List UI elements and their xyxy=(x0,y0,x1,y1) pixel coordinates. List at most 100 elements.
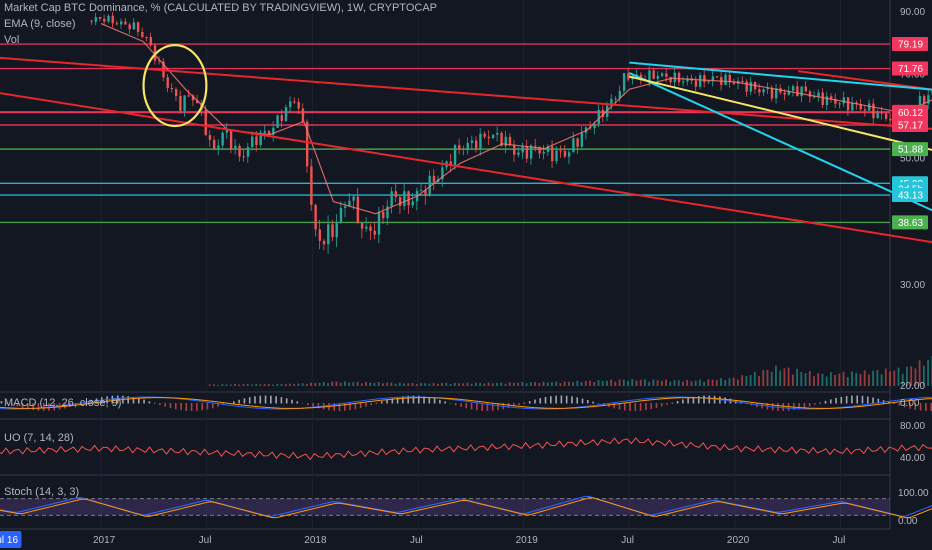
candle xyxy=(851,102,854,111)
candle xyxy=(208,135,212,140)
volume-bar xyxy=(551,382,553,386)
macd-histogram-bar xyxy=(280,397,283,404)
candle xyxy=(618,90,622,99)
candle xyxy=(665,73,668,77)
candle xyxy=(677,72,681,83)
macd-line xyxy=(0,396,932,410)
volume-bar xyxy=(889,371,891,386)
candle xyxy=(314,204,317,230)
volume-bar xyxy=(310,382,312,386)
ema-legend[interactable]: EMA (9, close) xyxy=(4,18,76,30)
candle xyxy=(111,15,114,24)
macd-histogram-bar xyxy=(196,403,198,411)
candle xyxy=(120,21,123,25)
crosshair-date-label: 04 Jul 16 xyxy=(0,535,18,546)
volume-bar xyxy=(720,378,722,386)
volume-bar xyxy=(749,374,752,386)
volume-bar xyxy=(817,373,820,386)
macd-histogram-bar xyxy=(159,403,161,406)
macd-histogram-bar xyxy=(449,403,452,404)
candle xyxy=(221,132,224,146)
volume-bar xyxy=(728,378,731,386)
symbol-title[interactable]: Market Cap BTC Dominance, % xyxy=(4,2,161,14)
volume-bar xyxy=(365,381,367,386)
macd-histogram-bar xyxy=(851,395,853,404)
candle xyxy=(276,115,279,128)
volume-bar xyxy=(305,383,308,386)
candle xyxy=(711,76,715,82)
volume-bar xyxy=(648,381,651,386)
macd-histogram-bar xyxy=(148,401,151,404)
volume-bar xyxy=(808,370,811,386)
macd-histogram-bar xyxy=(259,395,262,404)
volume-bar xyxy=(517,382,520,386)
macd-histogram-bar xyxy=(571,396,573,404)
volume-bar xyxy=(441,383,443,386)
volume-bar xyxy=(356,381,359,386)
volume-bar xyxy=(546,382,549,386)
volume-bar xyxy=(267,383,270,386)
volume-bar xyxy=(589,380,591,386)
macd-histogram-bar xyxy=(523,402,526,404)
highlight-circle-0 xyxy=(142,43,208,128)
trendline-red-2 xyxy=(798,70,932,91)
macd-histogram-bar xyxy=(629,403,631,411)
macd-histogram-bar xyxy=(201,403,203,411)
macd-histogram-bar xyxy=(829,399,832,404)
candle xyxy=(698,75,702,87)
macd-histogram-bar xyxy=(285,398,288,404)
volume-bar xyxy=(665,379,667,386)
volume-bar xyxy=(601,380,604,386)
trendline-red-1 xyxy=(0,92,932,244)
macd-histogram-bar xyxy=(808,403,811,407)
ema-line xyxy=(100,22,932,215)
macd-histogram-bar xyxy=(565,395,568,404)
candle xyxy=(796,86,799,97)
candle xyxy=(386,206,389,219)
price-level-label-3: 60.12 xyxy=(898,108,923,119)
volume-bar xyxy=(470,383,473,386)
volume-bar xyxy=(694,380,697,386)
macd-histogram-bar xyxy=(914,403,917,410)
volume-bar xyxy=(369,382,372,386)
macd-legend[interactable]: MACD (12, 26, close, 9) xyxy=(4,397,122,409)
volume-bar xyxy=(698,379,701,386)
macd-histogram-bar xyxy=(143,399,145,404)
candle xyxy=(305,121,309,167)
candle xyxy=(293,101,296,103)
volume-bar xyxy=(690,381,693,386)
candle xyxy=(432,175,436,182)
candle xyxy=(449,161,453,166)
macd-histogram-bar xyxy=(903,403,906,408)
candle xyxy=(331,224,334,238)
volume-bar xyxy=(635,380,638,386)
stoch-legend[interactable]: Stoch (14, 3, 3) xyxy=(4,486,80,498)
volume-bar xyxy=(496,382,498,386)
macd-histogram-bar xyxy=(407,395,409,404)
volume-bar xyxy=(593,382,596,386)
volume-bar xyxy=(403,383,405,386)
volume-bar xyxy=(208,384,211,386)
candle xyxy=(212,139,216,149)
macd-histogram-bar xyxy=(814,403,816,405)
uo-legend[interactable]: UO (7, 14, 28) xyxy=(4,432,74,444)
candle xyxy=(804,86,808,92)
uo-tick-label-0: 80.00 xyxy=(900,421,925,432)
macd-histogram-bar xyxy=(185,403,188,411)
x-tick-label-2: 2018 xyxy=(304,535,327,546)
candle xyxy=(855,102,858,104)
macd-histogram-bar xyxy=(417,395,420,404)
volume-bar xyxy=(876,370,879,386)
volume-bar xyxy=(779,370,782,386)
volume-legend[interactable]: Vol xyxy=(4,34,20,46)
volume-bar xyxy=(491,383,494,386)
volume-bar xyxy=(538,383,541,386)
price-level-badge-9 xyxy=(892,215,928,230)
candle xyxy=(420,190,423,192)
macd-histogram-bar xyxy=(27,403,29,410)
x-tick-label-0: 2017 xyxy=(93,535,116,546)
candle xyxy=(745,81,748,92)
candle xyxy=(428,175,431,196)
volume-bar xyxy=(373,382,376,386)
